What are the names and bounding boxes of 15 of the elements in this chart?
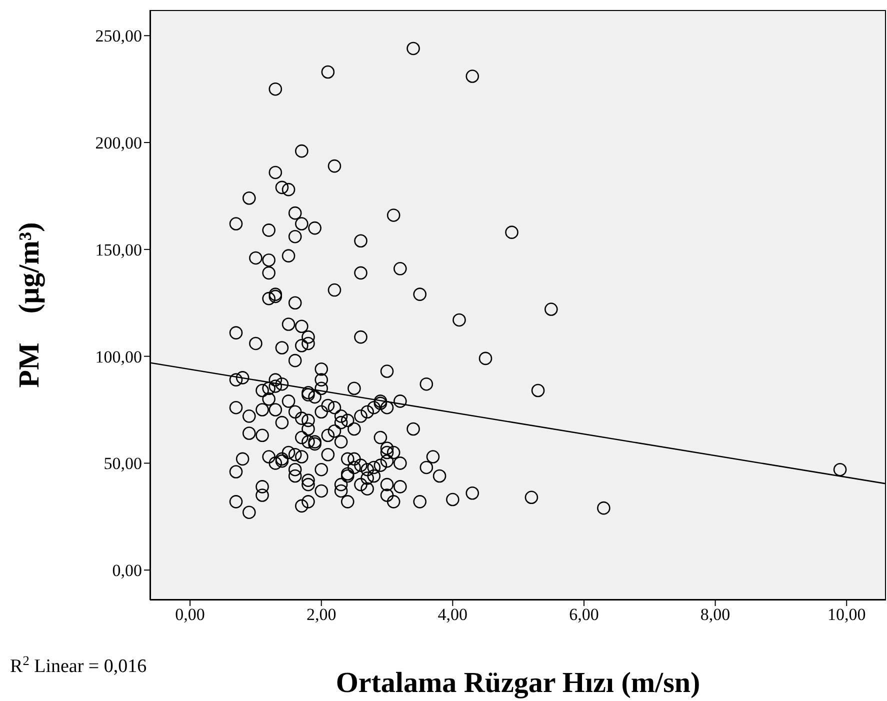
x-tick-label: 0,00: [175, 605, 205, 624]
x-axis-title: Ortalama Rüzgar Hızı (m/sn): [336, 667, 700, 699]
x-tick-label: 4,00: [438, 605, 468, 624]
y-tick-label: 50,00: [104, 454, 142, 474]
x-tick-label: 2,00: [306, 605, 336, 624]
y-tick-label: 0,00: [112, 561, 142, 580]
x-tick-label: 6,00: [569, 605, 599, 624]
y-axis-title: PM (µg/m³): [14, 222, 46, 388]
y-tick-label: 100,00: [95, 347, 142, 366]
y-tick-label: 200,00: [95, 134, 142, 153]
y-tick-label: 250,00: [95, 26, 142, 46]
x-tick-label: 10,00: [827, 605, 866, 624]
y-tick-label: 150,00: [95, 240, 142, 260]
text: R$^{2}$ Linear = 0,016: [10, 652, 147, 677]
x-tick-label: 8,00: [700, 605, 730, 624]
